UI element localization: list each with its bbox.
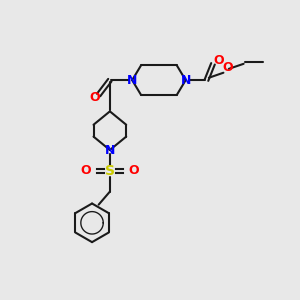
- Text: S: S: [105, 164, 115, 178]
- Text: N: N: [181, 74, 191, 87]
- Text: N: N: [105, 143, 115, 157]
- Text: O: O: [213, 54, 224, 67]
- Text: O: O: [81, 164, 92, 177]
- Text: O: O: [128, 164, 139, 177]
- Text: O: O: [222, 61, 232, 74]
- Text: N: N: [127, 74, 137, 87]
- Text: O: O: [90, 92, 100, 104]
